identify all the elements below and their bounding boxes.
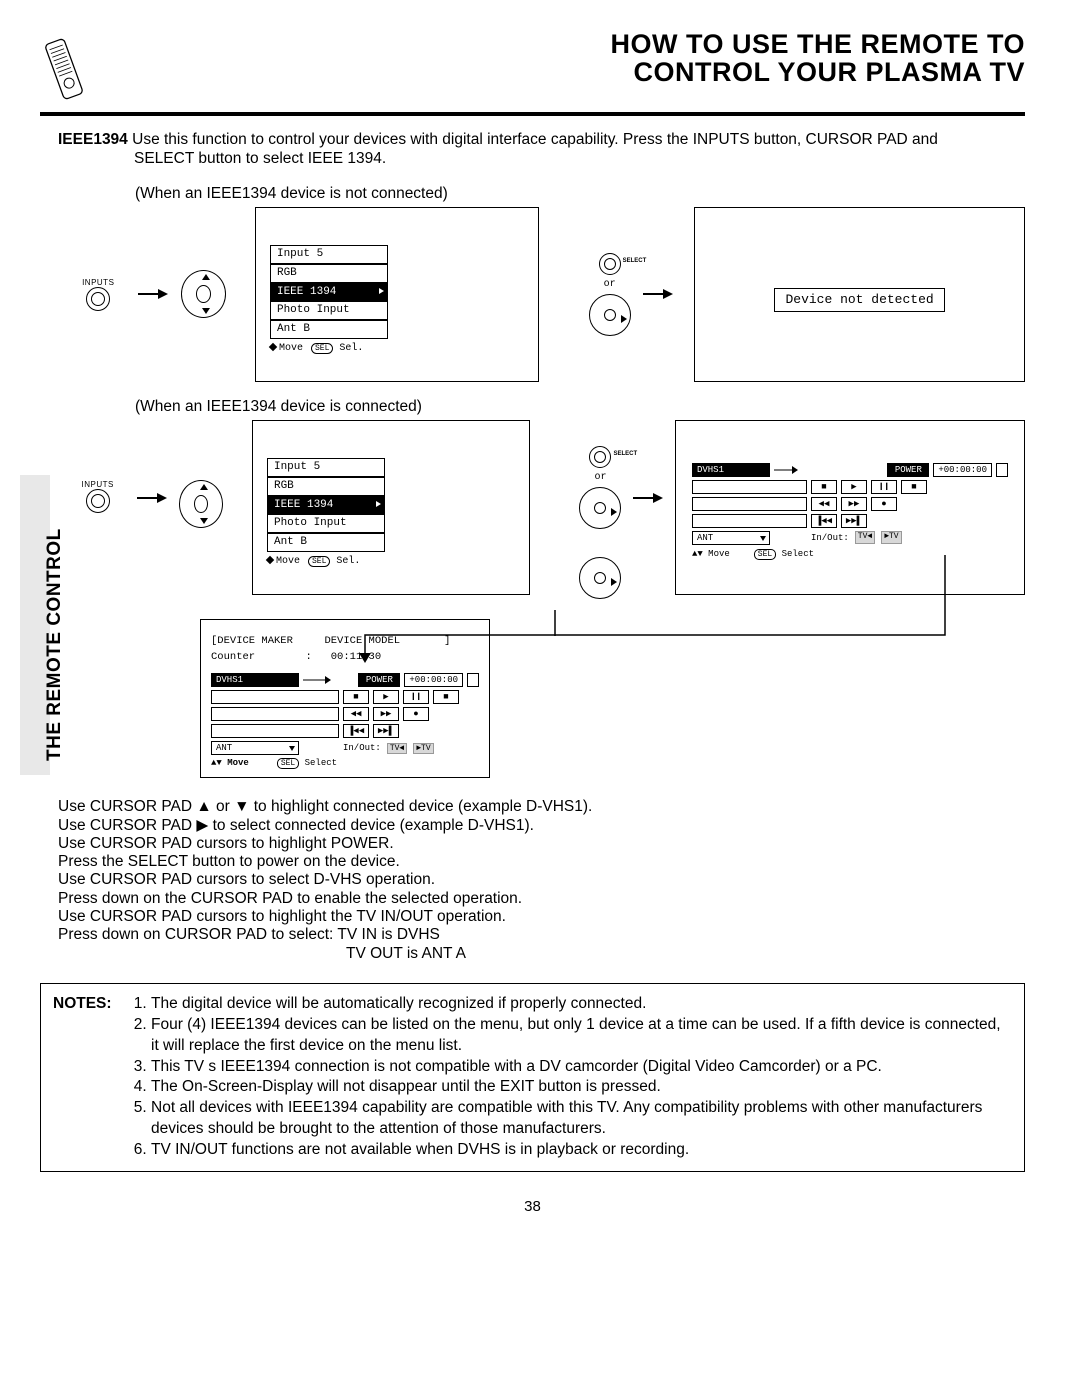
ctrl-panel-small: DVHS1 POWER +00:00:00 ■▶❙❙■ ◀◀▶▶● ▐◀◀▶▶▌… <box>675 420 1025 595</box>
intro-line1: Use this function to control your device… <box>132 131 938 148</box>
dvhs-box: DVHS1 <box>692 463 770 477</box>
dpad-icon <box>579 487 621 529</box>
power-box: POWER <box>358 673 400 687</box>
caption-connected: (When an IEEE1394 device is connected) <box>135 398 1025 416</box>
remote-icon <box>40 36 88 102</box>
title-line-2: CONTROL YOUR PLASMA TV <box>88 58 1025 86</box>
inputs-button-icon <box>86 489 110 513</box>
ant-box: ANT <box>211 741 299 755</box>
intro-text: IEEE1394 Use this function to control yo… <box>58 130 1025 169</box>
arrow-down-icon <box>533 610 593 660</box>
or-label: or <box>594 472 606 483</box>
osd-item: Input 5 <box>270 245 388 264</box>
osd-item: Photo Input <box>267 514 385 533</box>
side-tab: THE REMOTE CONTROL <box>20 475 50 775</box>
note-item: Not all devices with IEEE1394 capability… <box>151 1098 1012 1140</box>
select-button-icon <box>589 446 611 468</box>
note-item: This TV s IEEE1394 connection is not com… <box>151 1057 1012 1078</box>
header: HOW TO USE THE REMOTE TO CONTROL YOUR PL… <box>40 30 1025 102</box>
note-item: TV IN/OUT functions are not available wh… <box>151 1140 1012 1161</box>
title-line-1: HOW TO USE THE REMOTE TO <box>88 30 1025 58</box>
notes-box: NOTES: The digital device will be automa… <box>40 983 1025 1172</box>
inputs-label: INPUTS <box>81 480 113 489</box>
dvhs-box: DVHS1 <box>211 673 299 687</box>
inputs-button-icon <box>86 287 110 311</box>
arrow-icon <box>633 492 663 504</box>
select-or-dpad-stack: SELECT or <box>589 253 631 336</box>
osd-item-highlighted: IEEE 1394 <box>267 496 385 515</box>
note-item: The digital device will be automatically… <box>151 994 1012 1015</box>
arrow-icon <box>137 492 167 504</box>
osd-item: Input 5 <box>267 458 385 477</box>
dpad-icon <box>579 557 621 599</box>
osd-footer: Move SEL Sel. <box>267 555 519 569</box>
inputs-label: INPUTS <box>82 278 114 287</box>
device-control-panel: [DEVICE MAKER DEVICE MODEL ] Counter : 0… <box>200 619 490 779</box>
notes-label: NOTES: <box>53 994 135 1015</box>
arrow-icon <box>138 288 168 300</box>
arrow-icon <box>643 288 683 300</box>
inputs-button-block: INPUTS <box>70 278 126 311</box>
osd-item: Ant B <box>267 533 385 552</box>
osd-menu-box: Input 5 RGB IEEE 1394 Photo Input Ant B … <box>255 207 539 382</box>
osd-item: Ant B <box>270 320 388 339</box>
device-not-detected-msg: Device not detected <box>774 288 944 312</box>
inputs-button-block: INPUTS <box>70 480 125 513</box>
page-title: HOW TO USE THE REMOTE TO CONTROL YOUR PL… <box>88 30 1025 87</box>
osd-item-highlighted: IEEE 1394 <box>270 283 388 302</box>
power-box: POWER <box>887 463 929 477</box>
caption-not-connected: (When an IEEE1394 device is not connecte… <box>135 185 1025 203</box>
dpad-icon <box>179 480 223 528</box>
page-number: 38 <box>40 1198 1025 1215</box>
device-info: [DEVICE MAKER DEVICE MODEL ] Counter : 0… <box>211 634 479 666</box>
osd-result-box: Device not detected <box>694 207 1025 382</box>
select-label: SELECT <box>613 451 637 457</box>
diagram-row-connected: INPUTS Input 5 RGB IEEE 1394 Photo Input… <box>70 420 1025 599</box>
arrow-icon <box>774 466 798 474</box>
osd-item: RGB <box>267 477 385 496</box>
divider <box>40 112 1025 116</box>
blank-box <box>996 463 1008 477</box>
note-item: The On-Screen-Display will not disappear… <box>151 1077 1012 1098</box>
dpad-icon <box>589 294 631 336</box>
ant-box: ANT <box>692 531 770 545</box>
intro-label: IEEE1394 <box>58 131 128 148</box>
or-label: or <box>604 279 616 290</box>
osd-item: RGB <box>270 264 388 283</box>
select-or-dpad-stack: SELECT or <box>579 446 621 529</box>
osd-footer: Move SEL Sel. <box>270 342 528 356</box>
select-label: SELECT <box>623 258 647 264</box>
intro-line2: SELECT button to select IEEE 1394. <box>134 149 386 168</box>
instructions: Use CURSOR PAD ▲ or ▼ to highlight conne… <box>58 798 1025 963</box>
dpad-icon <box>181 270 226 318</box>
note-item: Four (4) IEEE1394 devices can be listed … <box>151 1015 1012 1057</box>
timecode-box: +00:00:00 <box>404 673 463 687</box>
timecode-box: +00:00:00 <box>933 463 992 477</box>
osd-menu-box: Input 5 RGB IEEE 1394 Photo Input Ant B … <box>252 420 530 595</box>
side-tab-label: THE REMOTE CONTROL <box>44 528 66 761</box>
arrow-icon <box>303 676 331 684</box>
osd-item: Photo Input <box>270 301 388 320</box>
select-button-icon <box>599 253 621 275</box>
diagram-row-not-connected: INPUTS Input 5 RGB IEEE 1394 Photo Input… <box>70 207 1025 382</box>
